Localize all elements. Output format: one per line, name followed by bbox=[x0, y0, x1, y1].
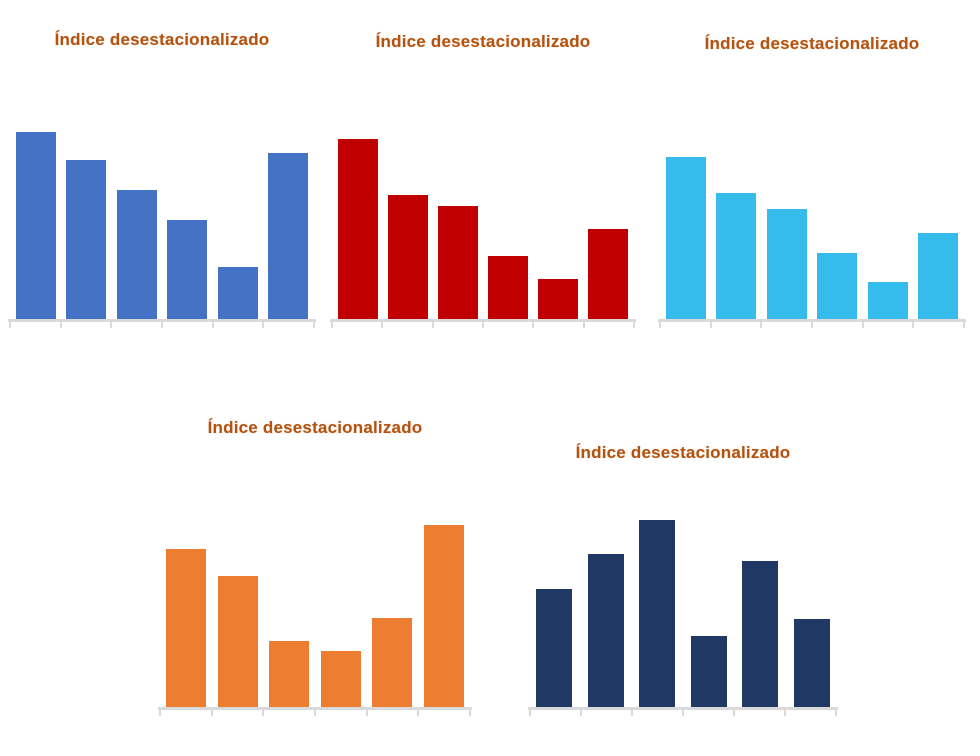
axis-tick bbox=[381, 322, 384, 328]
axis-tick bbox=[160, 322, 163, 328]
chart-title: Índice desestacionalizado bbox=[207, 418, 423, 437]
plot-area bbox=[330, 139, 636, 328]
axis-tick bbox=[659, 322, 661, 328]
bar bbox=[217, 266, 258, 319]
chart-title: Índice desestacionalizado bbox=[375, 32, 591, 51]
bar-chart-red: Índice desestacionalizado bbox=[330, 32, 636, 328]
axis-tick bbox=[468, 710, 471, 716]
bar bbox=[388, 194, 428, 319]
bars-group bbox=[528, 520, 838, 710]
axis-tick bbox=[431, 322, 434, 328]
bar bbox=[817, 252, 858, 319]
axis-tick bbox=[580, 710, 582, 716]
axis-tick bbox=[760, 322, 763, 328]
bar bbox=[438, 205, 478, 319]
axis-tick bbox=[709, 322, 712, 328]
bar bbox=[166, 548, 206, 707]
axis-tick bbox=[417, 710, 420, 716]
bars-group bbox=[8, 132, 316, 322]
bar bbox=[690, 635, 727, 707]
bar-chart-orange: Índice desestacionalizado bbox=[158, 418, 472, 716]
bar bbox=[269, 641, 310, 707]
bar bbox=[372, 617, 413, 707]
axis-tick bbox=[962, 322, 965, 328]
axis-tick bbox=[810, 322, 813, 328]
plot-area bbox=[8, 132, 316, 328]
bar bbox=[639, 520, 676, 707]
axis-tick bbox=[59, 322, 62, 328]
x-axis bbox=[8, 322, 316, 328]
axis-tick bbox=[365, 710, 368, 716]
axis-tick bbox=[312, 322, 315, 328]
bar bbox=[320, 650, 361, 707]
plot-area bbox=[528, 520, 838, 716]
axis-tick bbox=[784, 710, 786, 716]
bar bbox=[66, 160, 107, 319]
axis-tick bbox=[110, 322, 113, 328]
bar bbox=[338, 139, 378, 319]
axis-tick bbox=[912, 322, 915, 328]
bar bbox=[488, 256, 528, 319]
x-axis bbox=[528, 710, 838, 716]
bar bbox=[423, 525, 464, 707]
bar bbox=[793, 619, 830, 707]
axis-tick bbox=[529, 710, 531, 716]
bar-chart-navy: Índice desestacionalizado bbox=[528, 443, 838, 716]
bar bbox=[267, 152, 308, 319]
axis-tick bbox=[582, 322, 585, 328]
bars-group bbox=[658, 157, 966, 322]
axis-tick bbox=[632, 322, 635, 328]
chart-title: Índice desestacionalizado bbox=[54, 30, 270, 49]
axis-tick bbox=[210, 710, 213, 716]
bar bbox=[538, 279, 578, 319]
axis-tick bbox=[262, 322, 265, 328]
axis-tick bbox=[9, 322, 11, 328]
bars-group bbox=[158, 525, 472, 710]
bars-group bbox=[330, 139, 636, 322]
x-axis bbox=[658, 322, 966, 328]
bar bbox=[588, 229, 628, 319]
bar bbox=[917, 233, 958, 319]
bar bbox=[217, 575, 258, 707]
axis-tick bbox=[532, 322, 535, 328]
axis-tick bbox=[861, 322, 864, 328]
bar bbox=[116, 189, 157, 319]
bar bbox=[716, 192, 757, 319]
axis-tick bbox=[631, 710, 633, 716]
bar bbox=[536, 589, 572, 707]
axis-tick bbox=[835, 710, 837, 716]
axis-tick bbox=[211, 322, 214, 328]
axis-tick bbox=[733, 710, 735, 716]
x-axis bbox=[158, 710, 472, 716]
bar bbox=[742, 561, 779, 707]
plot-area bbox=[658, 157, 966, 328]
bar-chart-cyan: Índice desestacionalizado bbox=[658, 34, 966, 328]
chart-title: Índice desestacionalizado bbox=[704, 34, 920, 53]
bar bbox=[666, 157, 706, 319]
axis-tick bbox=[313, 710, 316, 716]
bar-chart-blue: Índice desestacionalizado bbox=[8, 30, 316, 328]
plot-area bbox=[158, 525, 472, 716]
axis-tick bbox=[481, 322, 484, 328]
axis-tick bbox=[159, 710, 161, 716]
bar bbox=[587, 553, 624, 707]
bar bbox=[167, 219, 208, 319]
axis-tick bbox=[682, 710, 684, 716]
bar bbox=[16, 132, 56, 319]
bar bbox=[766, 208, 807, 319]
x-axis bbox=[330, 322, 636, 328]
axis-tick bbox=[262, 710, 265, 716]
chart-title: Índice desestacionalizado bbox=[575, 443, 791, 462]
axis-tick bbox=[331, 322, 333, 328]
bar bbox=[867, 281, 908, 319]
